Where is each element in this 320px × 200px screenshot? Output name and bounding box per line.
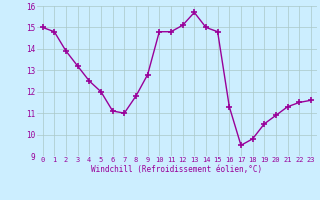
X-axis label: Windchill (Refroidissement éolien,°C): Windchill (Refroidissement éolien,°C) [91,165,262,174]
